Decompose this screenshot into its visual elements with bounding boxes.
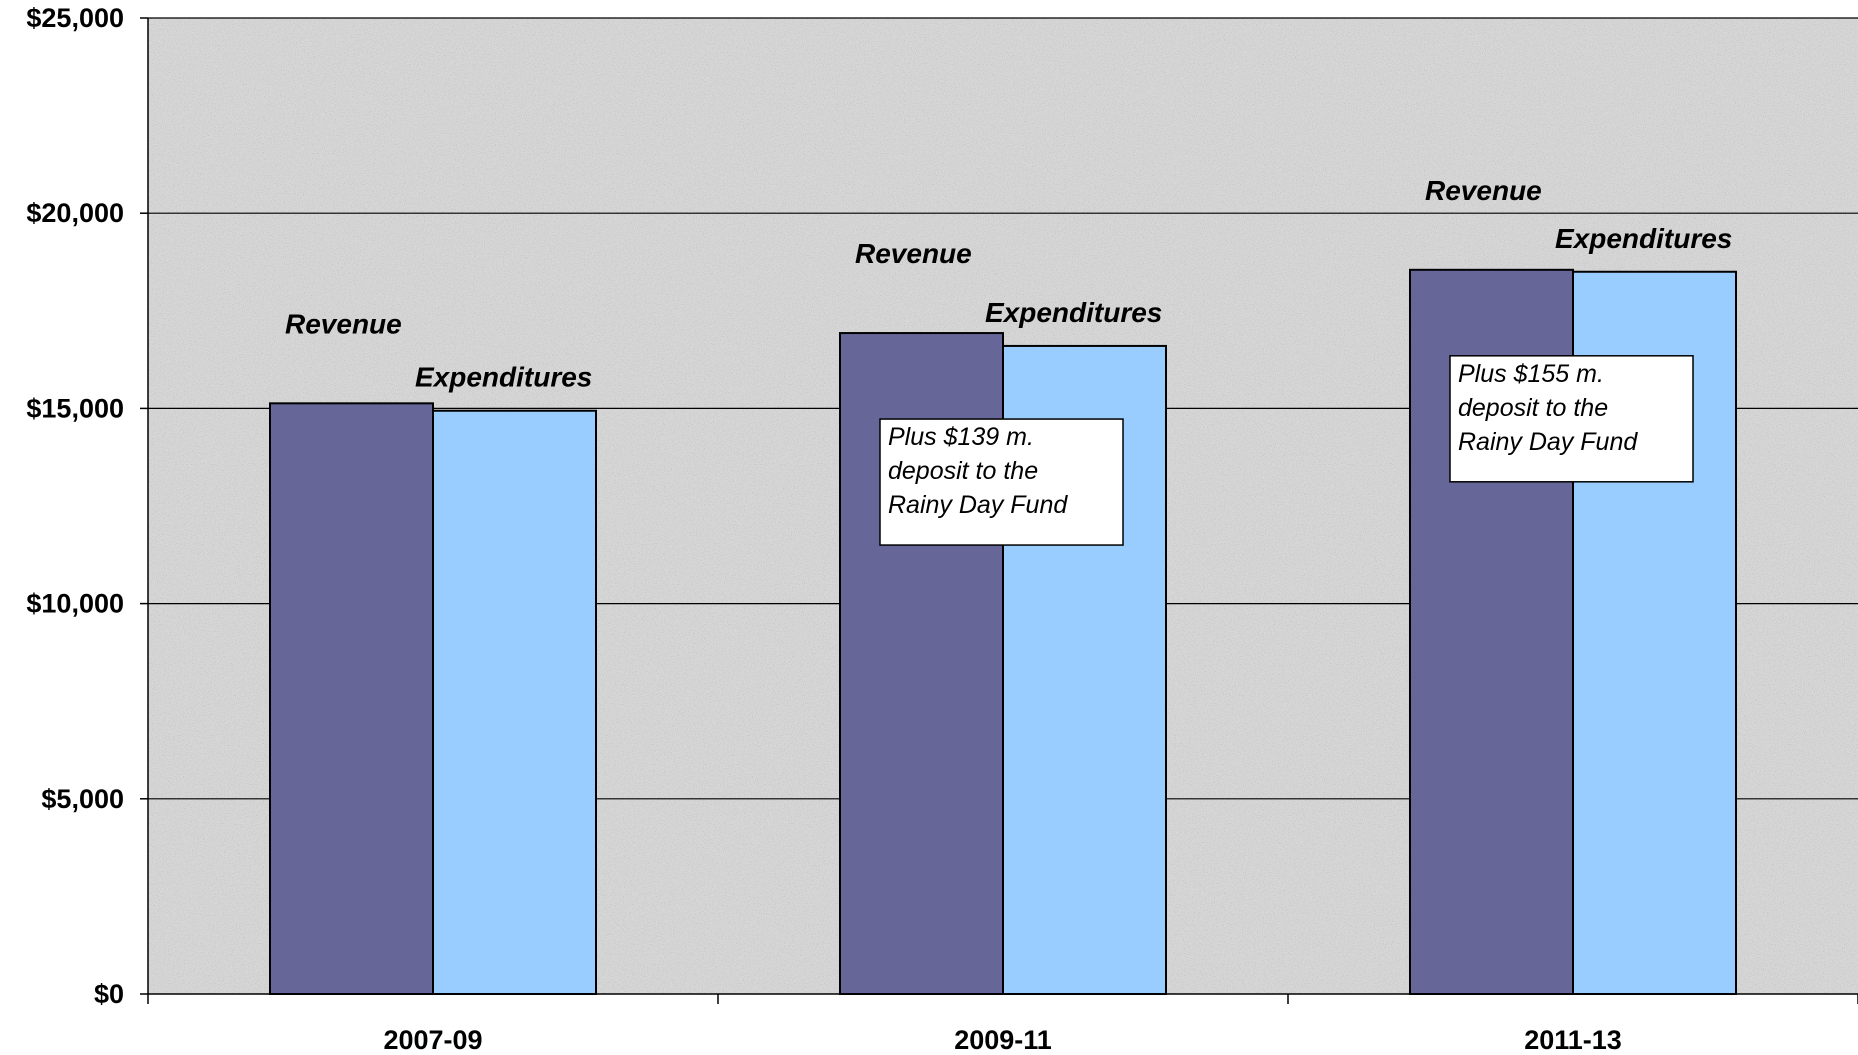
axes: $0 $5,000 $10,000 $15,000 $20,000 $25,000 2007… xyxy=(26,3,1858,1055)
series-label-expenditures: Expenditures xyxy=(415,362,592,393)
annotation-box-background xyxy=(879,418,1124,546)
y-tick-label: $20,000 xyxy=(26,198,124,228)
annotation-box: Plus $139 m. deposit to the Rainy Day Fund xyxy=(879,418,1124,546)
y-tick-label: $5,000 xyxy=(41,784,124,814)
x-tick-label: 2011-13 xyxy=(1524,1025,1622,1055)
series-label-revenue: Revenue xyxy=(1425,175,1542,206)
annotation-box-background xyxy=(1449,355,1694,483)
annotation-text-line: Plus $139 m. xyxy=(888,423,1034,451)
bar-revenue-2007-09 xyxy=(269,402,434,995)
annotation-text-line: deposit to the xyxy=(888,457,1038,485)
annotation-text-line: Plus $155 m. xyxy=(1458,360,1604,388)
y-tick-label: $10,000 xyxy=(26,589,124,619)
y-tick-label: $15,000 xyxy=(26,393,124,423)
annotation-text-line: Rainy Day Fund xyxy=(1458,428,1638,456)
series-label-expenditures: Expenditures xyxy=(1555,223,1732,254)
series-label-revenue: Revenue xyxy=(855,238,972,269)
annotation-text-line: Rainy Day Fund xyxy=(888,491,1068,519)
x-tick-label: 2009-11 xyxy=(954,1025,1052,1055)
y-tick-label: $25,000 xyxy=(26,3,124,33)
series-label-revenue: Revenue xyxy=(285,308,402,339)
labels: Revenue Expenditures Revenue Expenditures Re… xyxy=(285,175,1732,546)
series-label-expenditures: Expenditures xyxy=(985,297,1162,328)
annotation-box: Plus $155 m. deposit to the Rainy Day Fund xyxy=(1449,355,1694,483)
y-tick-label: $0 xyxy=(94,979,124,1009)
x-tick-label: 2007-09 xyxy=(383,1025,482,1055)
bar-expenditures-2007-09 xyxy=(432,409,597,996)
annotation-text-line: deposit to the xyxy=(1458,394,1608,422)
